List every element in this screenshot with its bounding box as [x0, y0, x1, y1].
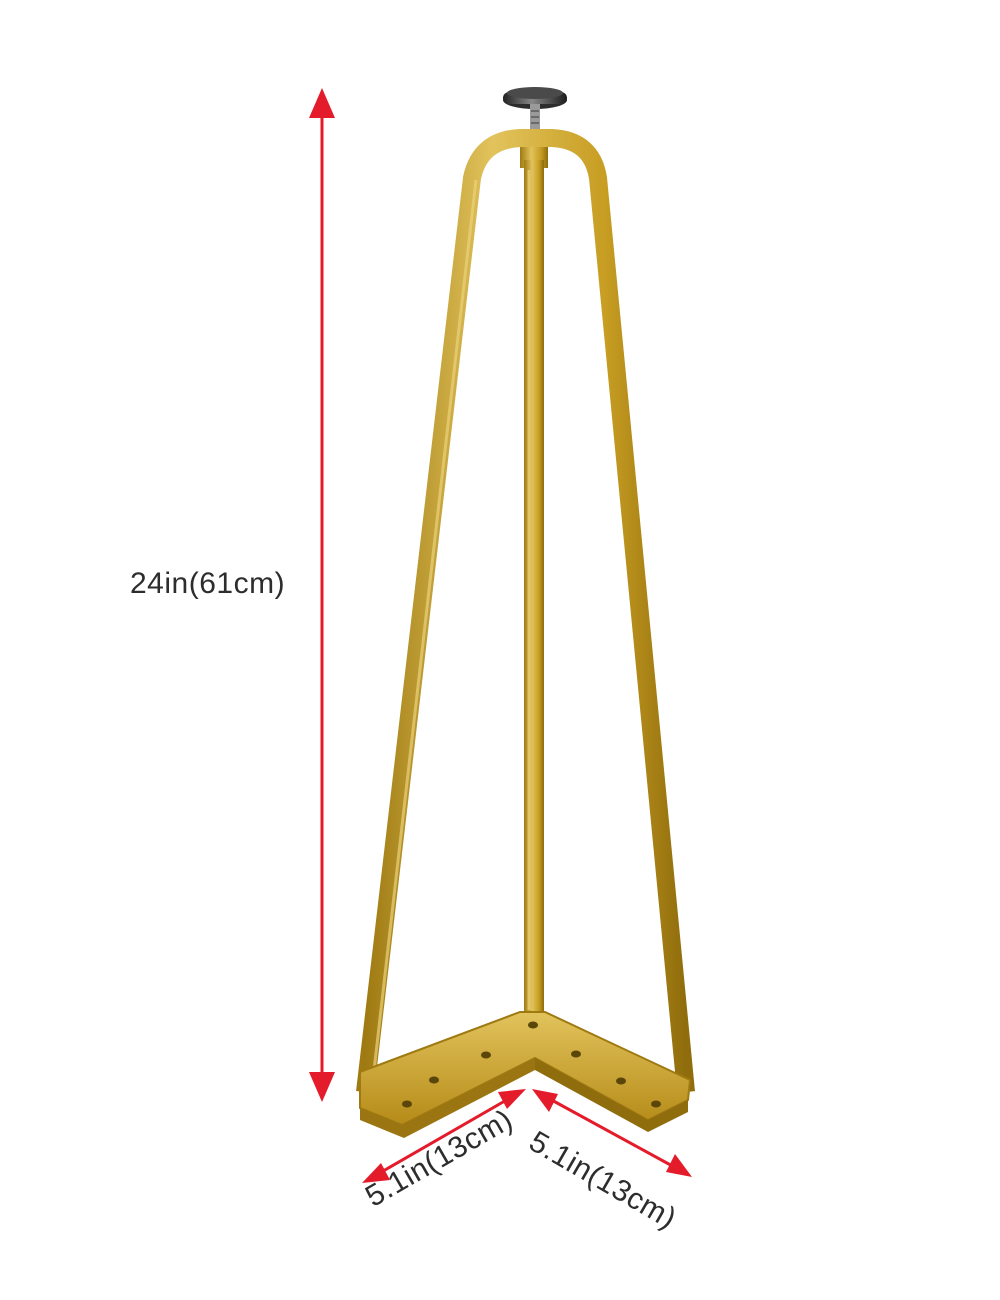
mounting-plate [359, 1011, 692, 1138]
hairpin-rods [356, 129, 695, 1094]
arrow-up-icon [309, 88, 335, 118]
width-left-dimension-arrow [362, 1089, 526, 1183]
width-right-dimension-arrow [532, 1089, 692, 1177]
screw-holes [402, 1021, 661, 1108]
arrow-down-icon [309, 1072, 335, 1102]
arrow-right-icon [666, 1154, 692, 1177]
leveling-foot [503, 87, 567, 132]
arrow-right-icon [498, 1089, 526, 1109]
height-dimension-arrow [309, 88, 335, 1102]
arrow-left-icon [532, 1089, 558, 1112]
height-dimension-label: 24in(61cm) [130, 567, 286, 600]
arrow-left-icon [362, 1163, 390, 1183]
